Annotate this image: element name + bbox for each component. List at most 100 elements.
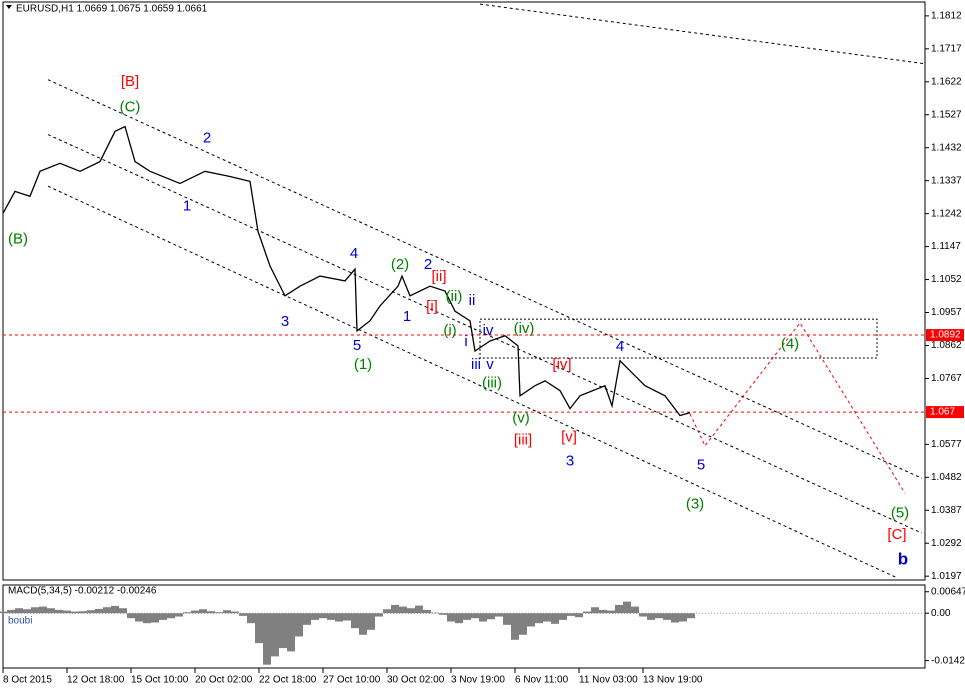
macd-bar <box>63 610 71 614</box>
macd-bar <box>199 609 207 614</box>
macd-bar <box>407 608 415 614</box>
macd-bar <box>271 613 279 657</box>
wave-label: 3 <box>566 453 574 470</box>
macd-bar <box>639 613 647 617</box>
y-tick-label: 1.0292 <box>931 538 962 549</box>
macd-bar <box>119 608 127 614</box>
y-tick-label: 1.0767 <box>931 373 962 384</box>
macd-bar <box>295 613 303 637</box>
macd-bar <box>15 608 23 614</box>
trend-line <box>479 3 926 65</box>
macd-bar <box>351 613 359 629</box>
wave-label: (4) <box>781 336 799 353</box>
macd-bar <box>39 606 47 614</box>
y-tick-label: 1.1432 <box>931 142 962 153</box>
macd-bar <box>431 612 439 614</box>
wave-label: (3) <box>686 495 704 512</box>
macd-bar <box>543 613 551 622</box>
x-tick-label: 27 Oct 10:00 <box>323 675 381 686</box>
macd-bar <box>327 613 335 620</box>
x-tick-label: 22 Oct 18:00 <box>259 675 317 686</box>
macd-title: MACD(5,34,5) -0.00212 -0.00246 <box>8 586 157 597</box>
macd-bar <box>439 613 447 615</box>
main-panel <box>2 1 926 581</box>
y-tick-label: -0.01428 <box>931 655 965 666</box>
macd-bar <box>255 613 263 644</box>
macd-bar <box>615 604 623 614</box>
macd-bar <box>279 613 287 649</box>
wave-label: v <box>486 356 494 373</box>
macd-bar <box>647 613 655 620</box>
y-tick-label: 1.1717 <box>931 43 962 54</box>
wave-label: 5 <box>697 456 705 473</box>
x-tick-label: 30 Oct 02:00 <box>387 675 445 686</box>
macd-bar <box>343 613 351 621</box>
wave-label: [iv] <box>552 356 571 373</box>
trend-line <box>47 79 923 479</box>
y-tick-label: 1.1527 <box>931 109 962 120</box>
macd-bar <box>247 613 255 624</box>
macd-bar <box>591 607 599 614</box>
macd-bar <box>367 613 375 630</box>
macd-bar <box>143 613 151 624</box>
indicator-label: boubi <box>8 616 32 627</box>
wave-label: (v) <box>512 410 530 427</box>
macd-bar <box>423 609 431 614</box>
macd-bar <box>535 613 543 624</box>
x-tick-label: 12 Oct 18:00 <box>67 675 125 686</box>
macd-bar <box>23 609 31 614</box>
chart-title: EURUSD,H1 1.0669 1.0675 1.0659 1.0661 <box>16 4 208 15</box>
macd-bar <box>215 612 223 614</box>
wave-label: [C] <box>887 526 906 543</box>
macd-bar <box>183 612 191 614</box>
y-tick-label: 1.0482 <box>931 472 962 483</box>
wave-label: 2 <box>424 256 432 273</box>
wave-label: [ii] <box>432 268 447 285</box>
macd-bar <box>687 613 695 619</box>
macd-bar <box>191 610 199 614</box>
macd-bar <box>567 613 575 616</box>
y-tick-label: 1.1052 <box>931 274 962 285</box>
macd-bar <box>159 613 167 620</box>
macd-bar <box>335 613 343 622</box>
y-tick-label: 0.00 <box>931 608 951 619</box>
price-line <box>2 125 691 417</box>
y-tick-label: 1.1337 <box>931 175 962 186</box>
y-tick-label: 1.1147 <box>931 241 961 252</box>
y-tick-label: 1.0577 <box>931 439 962 450</box>
macd-bar <box>399 606 407 614</box>
macd-panel <box>2 584 926 669</box>
x-tick-label: 8 Oct 2015 <box>3 675 52 686</box>
macd-bar <box>487 613 495 620</box>
macd-bar <box>511 613 519 640</box>
wave-label: iv <box>483 322 494 339</box>
macd-bar <box>551 613 559 624</box>
y-tick-label: 0.00647 <box>931 586 965 597</box>
macd-bar <box>375 613 383 617</box>
macd-bar <box>79 611 87 614</box>
macd-bar <box>447 613 455 622</box>
trend-line <box>47 134 923 534</box>
macd-bar <box>167 613 175 619</box>
wave-label: (C) <box>120 98 141 115</box>
macd-bar <box>87 610 95 614</box>
macd-bar <box>207 611 215 614</box>
x-tick-label: 11 Nov 03:00 <box>579 675 638 686</box>
x-tick-label: 13 Nov 19:00 <box>643 675 703 686</box>
wave-label: 4 <box>616 338 624 355</box>
macd-bar <box>503 613 511 625</box>
wave-label: [iii] <box>514 431 532 448</box>
wave-label: [B] <box>121 73 139 90</box>
macd-bar <box>287 613 295 652</box>
y-tick-label: 1.1812 <box>931 11 962 22</box>
wave-label: iii <box>471 356 481 373</box>
macd-bar <box>135 613 143 622</box>
projection-line <box>689 322 906 494</box>
x-tick-label: 6 Nov 11:00 <box>515 675 569 686</box>
macd-bar <box>71 611 79 614</box>
macd-bar <box>359 613 367 635</box>
macd-bar <box>55 609 63 614</box>
macd-bar <box>631 606 639 614</box>
macd-bar <box>95 608 103 614</box>
